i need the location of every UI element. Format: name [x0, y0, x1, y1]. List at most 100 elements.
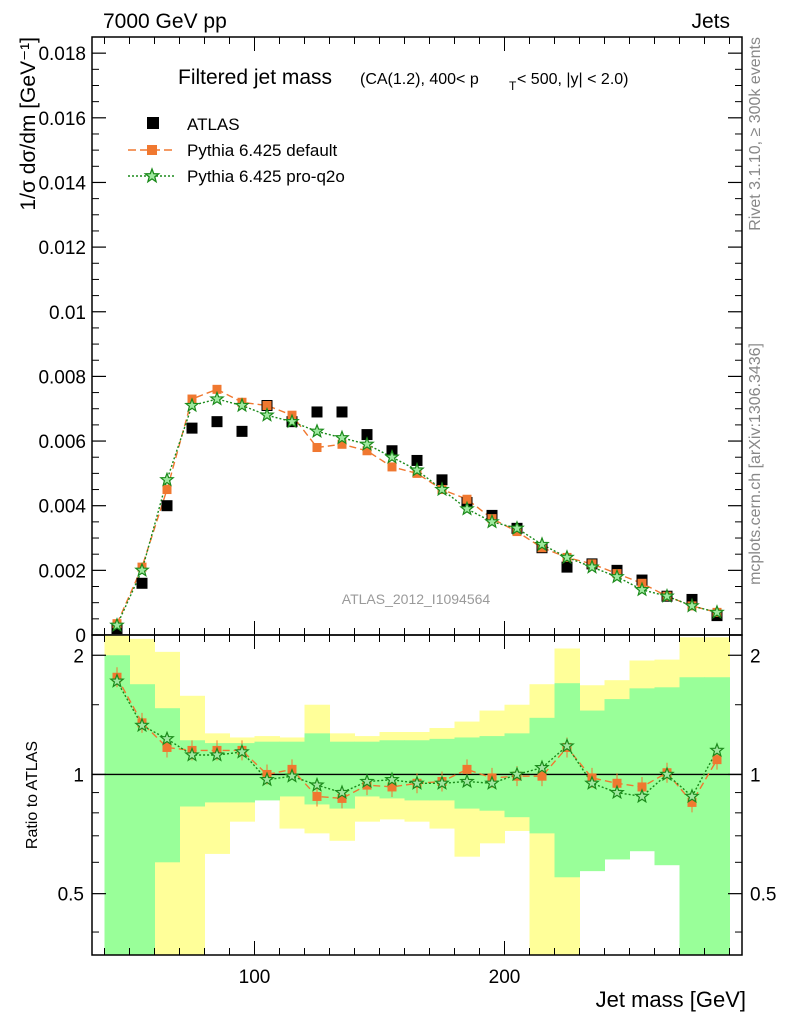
- ratio-default-marker: [687, 797, 697, 807]
- inner-uncertainty-band: [679, 677, 705, 955]
- proq2o-marker: [284, 413, 300, 429]
- inner-uncertainty-band: [579, 710, 605, 872]
- x-tick-label: 100: [239, 967, 271, 988]
- inner-uncertainty-band: [154, 708, 180, 863]
- ratio-proq2o-marker: [684, 788, 700, 804]
- ratio-proq2o-marker: [184, 746, 200, 762]
- ratio-proq2o-marker: [159, 730, 175, 746]
- proq2o-marker: [434, 481, 450, 497]
- ratio-plot-frame: [91, 634, 743, 956]
- proq2o-marker: [409, 461, 425, 477]
- proq2o-marker: [534, 536, 550, 552]
- main-y-tick-label: 0.008: [38, 367, 86, 388]
- ratio-proq2o-marker: [109, 672, 125, 688]
- process-label: Jets: [691, 10, 730, 33]
- main-plot-panel: 0 0.002 0.004 0.006 0.008 0.01 0.012 0.014 0.016…: [17, 36, 743, 647]
- legend-label-atlas: ATLAS: [187, 115, 240, 134]
- ratio-default-marker: [387, 782, 397, 792]
- default-curve: [116, 388, 718, 624]
- legend-label-proq2o: Pythia 6.425 pro-q2o: [187, 167, 345, 186]
- ratio-default-marker: [462, 764, 472, 774]
- main-y-tick-label: 0: [75, 626, 86, 647]
- main-x-ticks: [104, 37, 730, 635]
- main-y-tick-label: 0.016: [38, 109, 86, 130]
- default-marker: [337, 439, 347, 449]
- ratio-default-marker: [612, 778, 622, 788]
- proq2o-marker: [659, 587, 675, 603]
- ratio-proq2o-marker: [334, 784, 350, 800]
- ratio-y-tick-label-right: 1: [750, 765, 761, 786]
- legend-marker-atlas: [147, 117, 159, 129]
- default-marker: [162, 485, 172, 495]
- ratio-y-tick-label: 2: [73, 646, 84, 667]
- ratio-default-marker: [637, 782, 647, 792]
- proq2o-marker: [709, 604, 725, 619]
- proq2o-marker: [134, 562, 150, 577]
- inner-uncertainty-band: [104, 655, 130, 955]
- mcplots-label: mcplots.cern.ch [arXiv:1306.3436]: [747, 343, 764, 585]
- atlas-marker: [211, 416, 223, 428]
- ratio-proq2o-marker: [659, 766, 675, 782]
- ratio-y-tick-label: 1: [73, 765, 84, 786]
- proq2o-marker: [309, 423, 325, 438]
- atlas-marker: [136, 577, 148, 589]
- proq2o-marker: [184, 397, 200, 413]
- analysis-watermark: ATLAS_2012_I1094564: [342, 591, 491, 607]
- proq2o-marker: [234, 397, 250, 413]
- proq2o-marker: [484, 513, 500, 529]
- atlas-marker: [436, 474, 448, 486]
- ratio-default-marker: [312, 791, 322, 801]
- plot-title-main: Filtered jet mass: [178, 66, 332, 89]
- atlas-marker: [236, 425, 248, 437]
- ratio-default-marker: [537, 771, 547, 781]
- default-marker: [312, 443, 322, 453]
- main-y-tick-label: 0.018: [38, 44, 86, 65]
- proq2o-marker: [609, 568, 625, 584]
- ratio-default-marker: [712, 755, 722, 765]
- ratio-y-axis: 0.5 0.5 1 1 2 2: [58, 646, 776, 933]
- ratio-x-axis: 100 200: [104, 635, 730, 988]
- ratio-default-marker: [162, 742, 172, 752]
- x-tick-label: 200: [489, 967, 521, 988]
- ratio-proq2o-marker: [409, 775, 425, 790]
- main-y-tick-label: 0.004: [38, 497, 86, 518]
- proq2o-marker: [459, 500, 475, 516]
- ratio-proq2o-marker: [709, 742, 725, 758]
- ratio-proq2o-marker: [309, 776, 325, 792]
- ratio-proq2o-marker: [609, 784, 625, 800]
- ratio-proq2o-marker: [259, 771, 275, 787]
- collision-label: 7000 GeV pp: [103, 10, 227, 33]
- plot-title-cuts-rest: < 500, |y| < 2.0): [517, 71, 629, 88]
- legend-marker-default: [147, 145, 157, 155]
- proq2o-marker: [359, 436, 375, 451]
- default-marker: [212, 384, 222, 394]
- atlas-marker: [561, 561, 573, 573]
- main-y-tick-label: 0.012: [38, 238, 86, 259]
- ratio-proq2o-marker: [459, 773, 475, 789]
- atlas-marker: [336, 406, 348, 418]
- main-series-layer: [109, 384, 725, 635]
- ratio-y-tick-label: 0.5: [58, 885, 84, 906]
- ratio-y-tick-label-right: 0.5: [750, 885, 776, 906]
- atlas-marker: [186, 422, 198, 434]
- plot-title-subscript: T: [509, 79, 517, 93]
- proq2o-marker: [159, 471, 175, 487]
- inner-uncertainty-band: [629, 688, 655, 852]
- main-y-tick-label: 0.002: [38, 561, 86, 582]
- ratio-proq2o-marker: [484, 775, 500, 790]
- atlas-marker: [311, 406, 323, 418]
- ratio-proq2o-marker: [559, 737, 575, 753]
- proq2o-marker: [509, 520, 525, 535]
- default-marker: [362, 446, 372, 456]
- ratio-proq2o-marker: [509, 766, 525, 782]
- ratio-proq2o-marker: [359, 773, 375, 789]
- ratio-y-tick-label-right: 2: [750, 646, 761, 667]
- main-y-tick-label: 0.014: [38, 173, 86, 194]
- plot-title: Filtered jet mass (CA(1.2), 400< p T < 5…: [178, 66, 629, 93]
- rivet-version-label: Rivet 3.1.10, ≥ 300k events: [747, 37, 764, 231]
- proq2o-marker: [684, 597, 700, 613]
- ratio-proq2o-marker: [534, 759, 550, 775]
- ratio-proq2o-marker: [634, 788, 650, 804]
- ratio-default-marker: [337, 793, 347, 803]
